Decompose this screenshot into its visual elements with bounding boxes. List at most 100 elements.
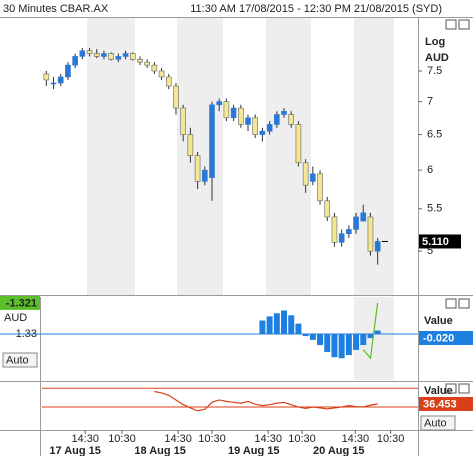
histogram-bar <box>317 334 324 346</box>
last-price-label: 5.110 <box>422 236 449 248</box>
candle-body <box>108 53 114 60</box>
auto-button-label[interactable]: Auto <box>6 354 29 366</box>
x-tick-label: 10:30 <box>108 433 136 445</box>
candle-body <box>43 73 50 81</box>
candle-body <box>144 61 150 66</box>
minimize-icon[interactable] <box>445 383 457 394</box>
histogram-bar <box>266 316 273 335</box>
histogram-bar <box>338 334 345 359</box>
histogram-bar <box>259 320 266 335</box>
x-tick-label: 14:30 <box>71 433 99 445</box>
candle-body <box>238 107 244 125</box>
candle-body <box>216 101 222 106</box>
close-icon[interactable] <box>458 383 470 394</box>
indicator-line <box>362 302 379 360</box>
candle-body <box>158 70 165 78</box>
candle-body <box>245 117 251 125</box>
candle-body <box>209 104 215 178</box>
candle-body <box>324 200 331 218</box>
histogram-bar <box>281 310 288 335</box>
y-tick-label: 6 <box>427 164 433 176</box>
histogram-bar <box>374 330 381 335</box>
indicator-line <box>154 390 378 412</box>
histogram-bar <box>288 315 295 335</box>
histogram-bar <box>331 334 338 358</box>
candle-body <box>72 56 78 66</box>
candle-body <box>331 216 338 243</box>
x-tick-label: 10:30 <box>198 433 226 445</box>
close-icon[interactable] <box>458 298 470 309</box>
histogram-bar <box>353 334 360 350</box>
y-tick-label: 5 <box>427 245 433 257</box>
candle-body <box>79 50 86 57</box>
candle-body <box>367 216 374 252</box>
y-tick-label: 6.5 <box>427 128 442 140</box>
auto-button[interactable] <box>420 415 456 431</box>
histogram-bar <box>273 313 280 335</box>
frames <box>0 17 473 456</box>
last-value-label: 36.453 <box>423 398 457 410</box>
x-tick-label: 14:30 <box>164 433 192 445</box>
session-band <box>354 18 394 295</box>
candle-body <box>173 85 179 109</box>
candle-body <box>353 216 359 230</box>
candle-body <box>295 124 302 164</box>
day-label: 18 Aug 15 <box>134 445 186 456</box>
day-label: 17 Aug 15 <box>49 445 101 456</box>
x-tick-label: 10:30 <box>377 433 405 445</box>
y-tick-label: 5.5 <box>427 203 442 215</box>
candle-body <box>101 53 107 57</box>
minimize-icon[interactable] <box>445 19 457 30</box>
candle-body <box>252 117 259 135</box>
y-tick-label: 7 <box>427 96 433 108</box>
candle-body <box>230 107 237 119</box>
last-price-box <box>419 234 461 249</box>
x-tick-label: 10:30 <box>288 433 316 445</box>
readout-box <box>419 331 473 345</box>
auto-button[interactable] <box>2 352 38 368</box>
histogram-bar <box>295 323 302 335</box>
candle-body <box>57 76 64 84</box>
close-icon[interactable] <box>458 19 470 30</box>
candle-body <box>274 114 280 125</box>
histogram-bar <box>360 334 367 346</box>
histogram-bar <box>345 334 352 356</box>
session-band <box>87 18 135 295</box>
candle-body <box>86 50 93 54</box>
histogram-bar <box>309 334 316 340</box>
day-label: 20 Aug 15 <box>313 445 365 456</box>
candle-body <box>374 241 381 252</box>
candle-body <box>302 162 309 186</box>
candle-body <box>288 114 295 125</box>
candle-body <box>259 130 266 135</box>
session-band <box>266 18 311 295</box>
scale-label: Log <box>425 36 445 48</box>
candle-body <box>360 212 367 222</box>
last-value-box <box>419 396 473 411</box>
day-label: 19 Aug 15 <box>228 445 280 456</box>
readout-title: Value <box>424 385 453 397</box>
minimize-icon[interactable] <box>445 298 457 309</box>
x-tick-label: 14:30 <box>254 433 282 445</box>
candle-body <box>65 64 71 78</box>
candle-body <box>50 82 57 85</box>
candle-body <box>201 169 208 182</box>
unit-label: AUD <box>4 312 27 324</box>
histogram-bar <box>367 334 374 339</box>
candle-body <box>165 76 172 87</box>
candle-body <box>151 64 158 72</box>
candle-body <box>266 124 273 132</box>
histogram-bar <box>324 334 331 352</box>
histogram-bar <box>302 334 309 337</box>
line-value-label: -1.321 <box>6 297 37 309</box>
candle-body <box>115 56 122 60</box>
candle-body <box>93 53 100 57</box>
session-band <box>354 297 394 380</box>
auto-button-label[interactable]: Auto <box>424 417 447 429</box>
chart-title: 30 Minutes CBAR.AX <box>3 3 109 15</box>
candle-body <box>180 107 186 135</box>
chart-subtitle: 11:30 AM 17/08/2015 - 12:30 PM 21/08/201… <box>190 3 442 15</box>
unit-label: AUD <box>425 52 449 64</box>
